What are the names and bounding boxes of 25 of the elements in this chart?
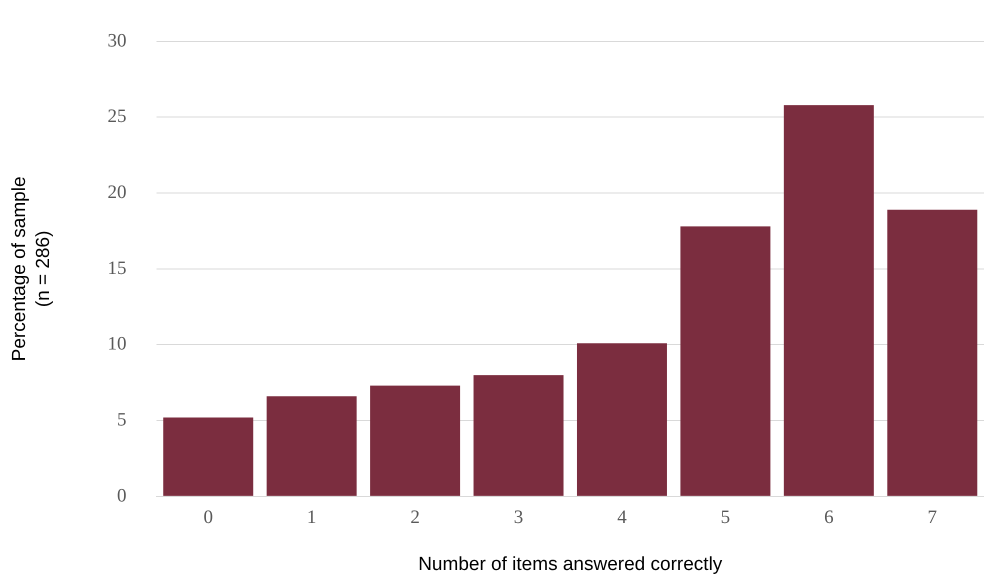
bar [576,343,667,496]
x-axis-title: Number of items answered correctly [418,554,723,575]
y-tick-label: 30 [108,30,126,52]
bar [680,226,770,496]
y-tick-label: 25 [108,106,126,128]
bar [474,375,564,496]
bar [784,105,874,496]
x-tick-label: 6 [824,506,834,528]
bar [887,210,978,496]
y-tick-label: 5 [117,410,126,431]
x-tick-label: 1 [306,506,316,528]
bar [163,418,254,496]
y-tick-label: 15 [108,258,126,279]
x-tick-label: 5 [720,506,730,528]
y-tick-label: 10 [108,334,126,355]
y-tick-label: 20 [108,182,126,204]
x-tick-label: 7 [928,506,938,528]
x-tick-label: 3 [514,506,524,528]
x-tick-label: 4 [617,506,628,528]
bar [370,386,460,496]
bar [266,396,357,496]
y-axis-title: Percentage of sample (n = 286) [9,176,54,362]
x-tick-label: 0 [203,506,213,528]
x-tick-label: 2 [410,506,420,528]
y-tick-label: 0 [117,485,126,506]
